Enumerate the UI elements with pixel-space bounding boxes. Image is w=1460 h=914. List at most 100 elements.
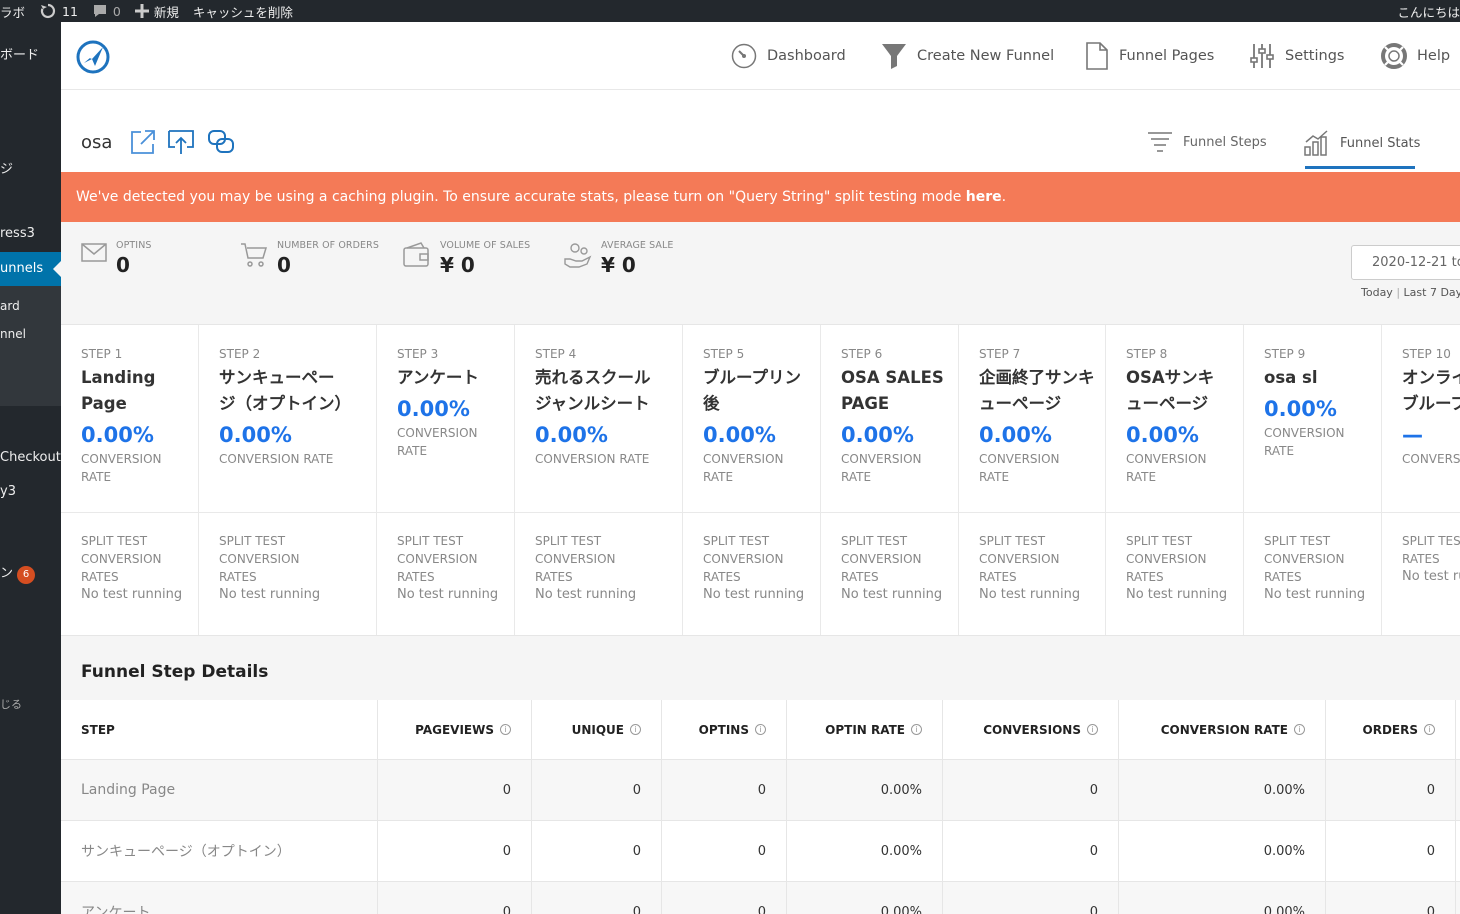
conversion-rate-label: CONVERSION RATE	[841, 452, 922, 484]
step-name: オンライブループ	[1402, 368, 1460, 413]
new-label: 新規	[153, 4, 179, 20]
nav-create-funnel[interactable]: Create New Funnel	[881, 22, 1054, 90]
info-icon[interactable]: i	[500, 724, 511, 735]
table-cell: 0.00%	[1119, 882, 1326, 914]
lifebuoy-icon	[1381, 43, 1407, 69]
step-card[interactable]: STEP 8 OSAサンキューページ 0.00% CONVERSION RATE SPL…	[1106, 325, 1244, 635]
step-name: 企画終了サンキューページ	[979, 368, 1095, 413]
today-link[interactable]: Today	[1361, 286, 1393, 299]
menu-label: ボード	[0, 48, 40, 63]
column-header[interactable]: OPTIN RATE i	[787, 700, 943, 759]
table-row: サンキューページ（オプトイン） 0 0 0 0.00% 0 0.00% 0	[61, 821, 1460, 882]
clear-cache-link[interactable]: キャッシュを削除	[193, 0, 293, 22]
stat-label: AVERAGE SALE	[601, 240, 674, 251]
updates-link[interactable]: 11	[39, 0, 78, 22]
stat-volume: VOLUME OF SALES ¥ 0	[403, 240, 530, 277]
table-cell: 0.00%	[787, 760, 943, 820]
info-icon[interactable]: i	[1294, 724, 1305, 735]
rocket-logo-icon[interactable]	[75, 39, 111, 75]
step-name-cell[interactable]: Landing Page	[61, 760, 378, 820]
greeting-link[interactable]: こんにちは	[1397, 0, 1460, 22]
step-card[interactable]: STEP 4 売れるスクールジャンルシート 0.00% CONVERSION RATE…	[515, 325, 683, 635]
update-badge: 6	[17, 566, 36, 584]
split-test-label: SPLIT TEST CONVERSION RATES	[1264, 534, 1345, 584]
step-number: STEP 10	[1402, 347, 1451, 361]
conversion-rate-value: 0.00%	[81, 423, 154, 447]
duplicate-icon[interactable]	[207, 128, 235, 156]
step-card[interactable]: STEP 10 オンライブループ — CONVERSI SPLIT TEST RATES…	[1382, 325, 1460, 635]
menu-item-y3[interactable]: y3	[0, 484, 16, 499]
step-card[interactable]: STEP 7 企画終了サンキューページ 0.00% CONVERSION RATE SP…	[959, 325, 1106, 635]
column-header[interactable]: CONVERSIONS i	[943, 700, 1119, 759]
external-link-icon[interactable]	[129, 128, 157, 156]
column-header[interactable]: OPTINS i	[662, 700, 787, 759]
collapse-menu[interactable]: じる	[0, 696, 22, 712]
split-test-label: SPLIT TEST CONVERSION RATES	[979, 534, 1060, 584]
wp-admin-menu: ボード ジ ress3 unnels ard nnel Checkout y3 …	[0, 22, 61, 914]
notice-here-link[interactable]: here	[965, 189, 1002, 205]
new-content-link[interactable]: 新規	[134, 0, 179, 22]
funnel-icon	[882, 44, 906, 69]
split-test-label: SPLIT TEST CONVERSION RATES	[703, 534, 784, 584]
info-icon[interactable]: i	[630, 724, 641, 735]
step-card[interactable]: STEP 1 Landing Page 0.00% CONVERSION RATE SP…	[61, 325, 199, 635]
split-test-label: SPLIT TEST CONVERSION RATES	[535, 534, 616, 584]
step-name-cell[interactable]: サンキューページ（オプトイン）	[61, 821, 378, 881]
info-icon[interactable]: i	[911, 724, 922, 735]
divider	[61, 512, 1460, 513]
step-name-cell[interactable]: アンケート	[61, 882, 378, 914]
split-test-label: SPLIT TEST CONVERSION RATES	[219, 534, 300, 584]
nav-help[interactable]: Help	[1381, 22, 1450, 90]
stat-value: ¥ 0	[601, 253, 636, 277]
step-card[interactable]: STEP 2 サンキューページ（オプトイン） 0.00% CONVERSION RAT…	[199, 325, 377, 635]
split-test-value: No test running	[1126, 587, 1228, 602]
menu-item-funnels[interactable]: unnels	[0, 252, 61, 286]
menu-label: じる	[0, 698, 22, 711]
step-name: サンキューページ（オプトイン）	[219, 368, 351, 413]
plus-icon	[134, 4, 149, 18]
tab-funnel-stats[interactable]: Funnel Stats	[1304, 130, 1420, 156]
table-cell: 0	[1326, 882, 1456, 914]
nav-dashboard[interactable]: Dashboard	[731, 22, 846, 90]
submenu-item-dashboard[interactable]: ard	[0, 299, 20, 313]
caching-notice: We've detected you may be using a cachin…	[61, 172, 1460, 222]
greeting-label: こんにちは	[1397, 4, 1460, 20]
split-test-block: SPLIT TEST CONVERSION RATES No test runni…	[979, 532, 1095, 604]
conversion-rate-value: 0.00%	[979, 423, 1052, 447]
last-7-days-link[interactable]: Last 7 Days	[1403, 286, 1460, 299]
step-details-table: STEP PAGEVIEWS i UNIQUE i OPTINS i OPTIN RATE i C…	[61, 700, 1460, 914]
column-header[interactable]: CONVERSION RATE i	[1119, 700, 1326, 759]
info-icon[interactable]: i	[755, 724, 766, 735]
menu-item-wpress[interactable]: ress3	[0, 226, 35, 241]
column-header[interactable]: STEP	[61, 700, 378, 759]
comments-link[interactable]: 0	[92, 0, 121, 22]
step-card[interactable]: STEP 9 osa sl 0.00% CONVERSION RATE SPLIT TE…	[1244, 325, 1382, 635]
nav-settings[interactable]: Settings	[1249, 22, 1344, 90]
column-header[interactable]: PAGEVIEWS i	[378, 700, 532, 759]
step-number: STEP 7	[979, 347, 1021, 361]
column-header[interactable]: ORDERS i	[1326, 700, 1456, 759]
conversion-rate-label: CONVERSION RATE	[703, 452, 784, 484]
tab-funnel-steps[interactable]: Funnel Steps	[1147, 130, 1267, 154]
conversion-rate-label: CONVERSION RATE	[535, 452, 650, 466]
column-header[interactable]: UNIQUE i	[532, 700, 662, 759]
export-icon[interactable]	[167, 128, 195, 156]
info-icon[interactable]: i	[1424, 724, 1435, 735]
menu-item-pages[interactable]: ジ	[0, 158, 13, 177]
info-icon[interactable]: i	[1087, 724, 1098, 735]
submenu-item-new-funnel[interactable]: nnel	[0, 327, 26, 341]
step-card[interactable]: STEP 3 アンケート 0.00% CONVERSION RATE SPLIT TES…	[377, 325, 515, 635]
step-card[interactable]: STEP 6 OSA SALES PAGE 0.00% CONVERSION RATE…	[821, 325, 959, 635]
wp-admin-bar: ラボ 11 0 新規 キャッシュを削除 こんにちは	[0, 0, 1460, 22]
step-number: STEP 2	[219, 347, 261, 361]
table-cell: 0.00%	[787, 821, 943, 881]
table-cell: 0	[532, 760, 662, 820]
menu-item-checkout[interactable]: Checkout	[0, 450, 61, 465]
nav-funnel-pages[interactable]: Funnel Pages	[1085, 22, 1214, 90]
step-card[interactable]: STEP 5 ブループリン後 0.00% CONVERSION RATE SPLIT T…	[683, 325, 821, 635]
menu-item-dashboard[interactable]: ボード	[0, 44, 39, 63]
date-range-input[interactable]: 2020-12-21 to	[1351, 245, 1460, 280]
column-header-label: ORDERS	[1362, 722, 1418, 737]
site-name-link[interactable]: ラボ	[0, 0, 25, 22]
